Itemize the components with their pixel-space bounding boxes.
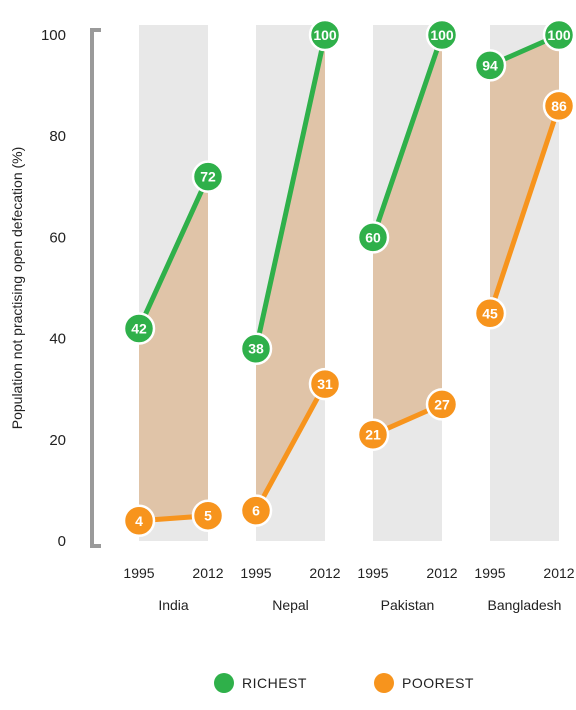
gap-fill-bangladesh (490, 35, 559, 314)
richest-point-bangladesh-2012 (542, 18, 576, 52)
poorest-point-pakistan-1995-label: 21 (365, 427, 381, 443)
poorest-point-india-2012 (191, 499, 225, 532)
year-label-bangladesh-1995: 1995 (474, 565, 505, 581)
richest-point-nepal-2012 (308, 18, 342, 52)
richest-point-pakistan-1995 (356, 221, 390, 254)
country-label-bangladesh: Bangladesh (488, 597, 562, 613)
richest-point-india-1995 (122, 312, 156, 345)
poorest-point-india-1995 (122, 504, 156, 538)
richest-line-nepal (253, 32, 328, 352)
richest-point-nepal-2012-label: 100 (313, 27, 337, 43)
gap-fill-india (139, 176, 208, 521)
richest-point-pakistan-2012 (425, 18, 459, 52)
poorest-point-nepal-1995-label: 6 (252, 503, 260, 519)
richest-point-india-1995-label: 42 (131, 320, 147, 336)
richest-point-pakistan-1995-label: 60 (365, 229, 381, 245)
richest-line-india (136, 174, 211, 331)
poorest-point-bangladesh-2012 (542, 89, 576, 123)
richest-point-nepal-1995-label: 38 (248, 341, 264, 357)
poorest-line-nepal (253, 381, 328, 514)
legend-marker-poorest (374, 673, 394, 693)
y-tick-labels: 0 20 40 60 80 100 (41, 27, 66, 550)
richest-point-india-2012-label: 72 (200, 169, 216, 185)
y-tick-label-60: 60 (49, 229, 66, 246)
year-label-india-2012: 2012 (192, 565, 223, 581)
poorest-point-bangladesh-1995-label: 45 (482, 305, 498, 321)
poorest-point-pakistan-2012-label: 27 (434, 396, 450, 412)
richest-point-pakistan-2012-label: 100 (430, 27, 454, 43)
legend-marker-richest (214, 673, 234, 693)
richest-point-india-2012 (191, 160, 225, 193)
gap-fill-nepal (256, 35, 325, 511)
legend-label-poorest: POOREST (402, 675, 474, 691)
gap-fills (139, 35, 559, 521)
year-label-india-1995: 1995 (123, 565, 154, 581)
year-label-nepal-2012: 2012 (309, 565, 340, 581)
poorest-point-india-1995-label: 4 (135, 513, 143, 529)
y-tick-label-80: 80 (49, 128, 66, 145)
poorest-point-bangladesh-1995 (473, 297, 507, 330)
country-label-pakistan: Pakistan (381, 597, 435, 613)
y-axis-bracket (90, 28, 101, 548)
country-label-india: India (158, 597, 189, 613)
poorest-point-nepal-2012 (308, 367, 342, 401)
y-axis (90, 28, 101, 548)
legend: RICHEST POOREST (214, 673, 474, 693)
richest-point-bangladesh-1995-label: 94 (482, 57, 498, 73)
y-tick-label-40: 40 (49, 331, 66, 348)
y-tick-label-0: 0 (58, 533, 66, 550)
richest-point-bangladesh-1995 (473, 49, 507, 82)
poorest-point-bangladesh-2012-label: 86 (551, 98, 567, 114)
y-tick-label-100: 100 (41, 27, 66, 44)
legend-label-richest: RICHEST (242, 675, 307, 691)
richest-point-bangladesh-2012-label: 100 (547, 27, 571, 43)
poorest-point-pakistan-1995 (356, 418, 390, 451)
richest-line-pakistan (370, 32, 445, 240)
poorest-point-nepal-1995 (239, 494, 273, 527)
richest-point-nepal-1995 (239, 332, 273, 365)
poorest-point-pakistan-2012 (425, 388, 459, 421)
year-label-bangladesh-2012: 2012 (543, 565, 574, 581)
gap-fill-pakistan (373, 35, 442, 435)
year-label-pakistan-1995: 1995 (357, 565, 388, 581)
poorest-point-india-2012-label: 5 (204, 508, 212, 524)
y-axis-label: Population not practising open defecatio… (9, 147, 25, 430)
year-label-nepal-1995: 1995 (240, 565, 271, 581)
country-label-nepal: Nepal (272, 597, 309, 613)
y-tick-label-20: 20 (49, 432, 66, 449)
poorest-line-bangladesh (487, 103, 562, 316)
year-label-pakistan-2012: 2012 (426, 565, 457, 581)
poorest-point-nepal-2012-label: 31 (317, 376, 333, 392)
